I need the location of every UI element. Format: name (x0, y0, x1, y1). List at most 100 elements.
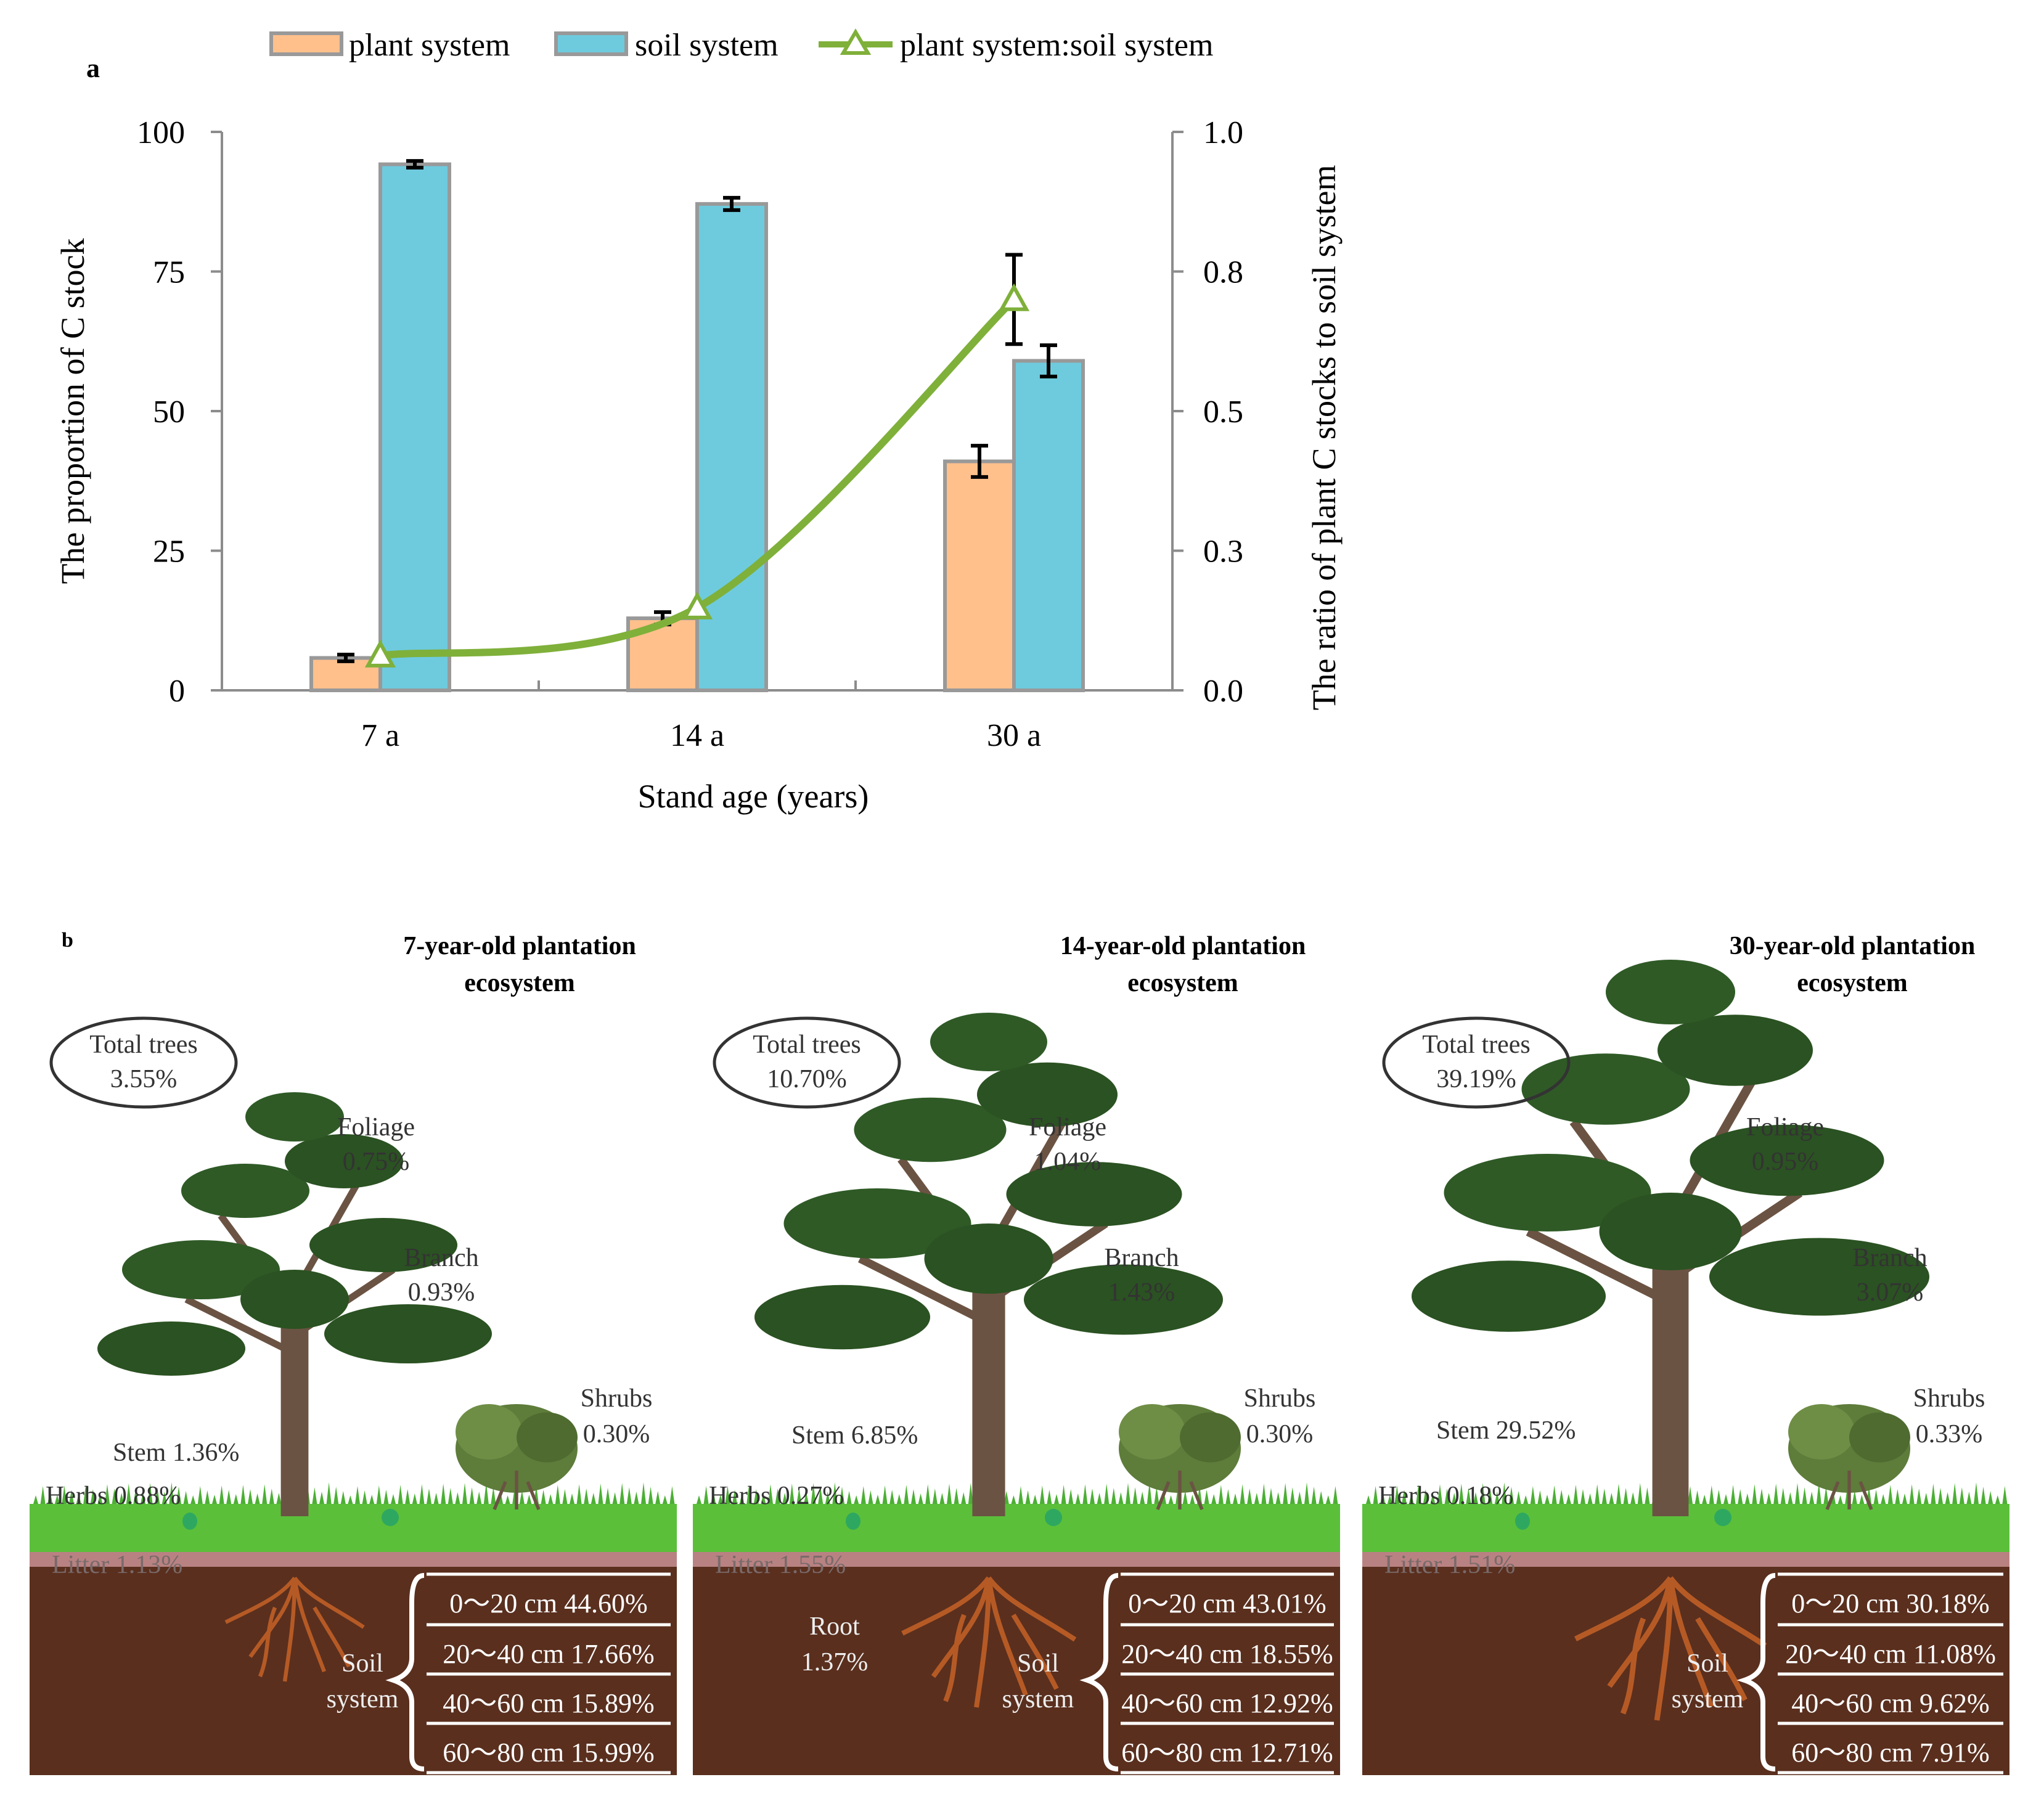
soil-layer-value: 60～80 cm 15.99% (443, 1738, 654, 1768)
root-value: 1.37% (801, 1648, 869, 1677)
right-tick-label: 1.0 (1203, 115, 1243, 150)
panel-a-chart: a plant system soil system plant system:… (54, 28, 1343, 815)
right-axis-ticks: 0.0 0.3 0.5 0.8 1.0 (1172, 115, 1243, 709)
left-tick-label: 50 (153, 394, 185, 430)
panel-b-label: b (62, 929, 73, 952)
ratio-point (998, 283, 1030, 311)
foliage-label: Foliage (1746, 1113, 1824, 1142)
left-axis-title: The proportion of C stock (54, 239, 91, 584)
total-trees-label: Total trees (89, 1031, 198, 1059)
litter-label: Litter 1.55% (715, 1551, 846, 1579)
herb-icon (382, 1509, 399, 1526)
x-axis-ticks: 7 a 14 a 30 a (221, 680, 1174, 753)
right-tick-label: 0.3 (1203, 534, 1243, 570)
herbs-label: Herbs 0.27% (709, 1482, 844, 1510)
total-trees-value: 10.70% (767, 1065, 847, 1093)
soil-brace (1079, 1573, 1119, 1771)
soil-system-label-line2: system (1002, 1685, 1074, 1713)
shrubs-value: 0.30% (583, 1420, 650, 1448)
soil-brace (385, 1573, 425, 1771)
ecosystem-title: 7-year-old plantation (403, 932, 636, 960)
legend-label-soil: soil system (635, 28, 779, 63)
total-trees-ellipse (49, 1016, 238, 1109)
branch-value: 1.43% (1108, 1278, 1175, 1307)
soil-block (1362, 1566, 2009, 1775)
grass-blades (33, 1482, 675, 1504)
soil-layer-value: 60～80 cm 12.71% (1121, 1738, 1333, 1768)
herb-icon (1515, 1513, 1530, 1530)
litter-layer (30, 1551, 677, 1567)
bar-series (309, 159, 1085, 693)
shrubs-label: Shrubs (581, 1384, 653, 1413)
soil-system-label: Soil (1017, 1649, 1059, 1678)
legend-label-ratio: plant system:soil system (900, 28, 1213, 63)
grass-layer (693, 1504, 1340, 1552)
shrubs-value: 0.33% (1916, 1420, 1983, 1448)
soil-layer-value: 20～40 cm 17.66% (443, 1639, 654, 1669)
stem-label: Stem 6.85% (791, 1421, 918, 1450)
legend-marker-ratio (840, 28, 872, 55)
x-axis-title: Stand age (years) (638, 778, 869, 815)
soil-layer-value: 0～20 cm 43.01% (1128, 1588, 1326, 1619)
total-trees-ellipse (713, 1016, 901, 1109)
grass-blades (697, 1482, 1338, 1504)
branch-value: 0.93% (408, 1278, 475, 1307)
shrubs-value: 0.30% (1246, 1420, 1314, 1448)
litter-label: Litter 1.51% (1384, 1551, 1515, 1579)
herb-icon (846, 1513, 861, 1530)
soil-system-label-line2: system (1672, 1685, 1744, 1713)
ratio-series (364, 253, 1030, 668)
right-tick-label: 0.8 (1203, 255, 1243, 290)
shrub-illustration (1119, 1404, 1241, 1509)
right-tick-label: 0.5 (1203, 394, 1243, 430)
total-trees-ellipse (1382, 1016, 1571, 1109)
ecosystem-title: 14-year-old plantation (1060, 932, 1306, 960)
herbs-label: Herbs 0.18% (1378, 1482, 1513, 1510)
x-tick-label: 14 a (670, 718, 724, 753)
panel-b-illustration: b 7-yea (30, 929, 2009, 1775)
bar-soil-system (1012, 359, 1085, 692)
soil-system-label: Soil (341, 1649, 383, 1678)
foliage-label: Foliage (337, 1113, 415, 1142)
foliage-label: Foliage (1029, 1113, 1106, 1142)
ecosystem-panel: 7-year-old plantation ecosystem Total tree… (30, 932, 677, 1775)
branch-label: Branch (404, 1244, 478, 1272)
stem-label: Stem 29.52% (1436, 1416, 1576, 1445)
herb-icon (182, 1513, 197, 1530)
foliage-value: 1.04% (1034, 1148, 1102, 1176)
panel-a-label: a (86, 53, 100, 83)
herbs-label: Herbs 0.88% (46, 1482, 181, 1510)
total-trees-label: Total trees (1422, 1031, 1531, 1059)
soil-layer-value: 20～40 cm 11.08% (1785, 1639, 1996, 1669)
left-tick-label: 0 (169, 674, 185, 709)
left-axis-ticks: 0 25 50 75 100 (137, 115, 222, 709)
x-tick-label: 7 a (361, 718, 399, 753)
x-tick-label: 30 a (987, 718, 1041, 753)
litter-layer (1362, 1551, 2009, 1567)
soil-layer-value: 0～20 cm 30.18% (1791, 1588, 1989, 1619)
foliage-value: 0.75% (343, 1148, 410, 1176)
soil-layer-value: 60～80 cm 7.91% (1791, 1738, 1989, 1768)
total-trees-label: Total trees (753, 1031, 861, 1059)
ratio-point (364, 639, 396, 668)
total-trees-value: 3.55% (110, 1065, 178, 1093)
shrub-illustration (1788, 1404, 1910, 1509)
left-tick-label: 25 (153, 534, 185, 570)
herb-icon (1714, 1509, 1731, 1526)
shrub-illustration (456, 1404, 578, 1509)
left-tick-label: 75 (153, 255, 185, 290)
soil-brace (1736, 1573, 1776, 1771)
right-tick-label: 0.0 (1203, 674, 1243, 709)
soil-system-label: Soil (1686, 1649, 1728, 1678)
ratio-point (681, 591, 713, 619)
grass-blades (1366, 1482, 2008, 1504)
ecosystem-title-line2: ecosystem (1797, 969, 1908, 997)
litter-label: Litter 1.13% (52, 1551, 182, 1579)
grass-layer (30, 1504, 677, 1552)
litter-layer (693, 1551, 1340, 1567)
left-tick-label: 100 (137, 115, 185, 150)
total-trees-value: 39.19% (1436, 1065, 1516, 1093)
herb-icon (1045, 1509, 1062, 1526)
